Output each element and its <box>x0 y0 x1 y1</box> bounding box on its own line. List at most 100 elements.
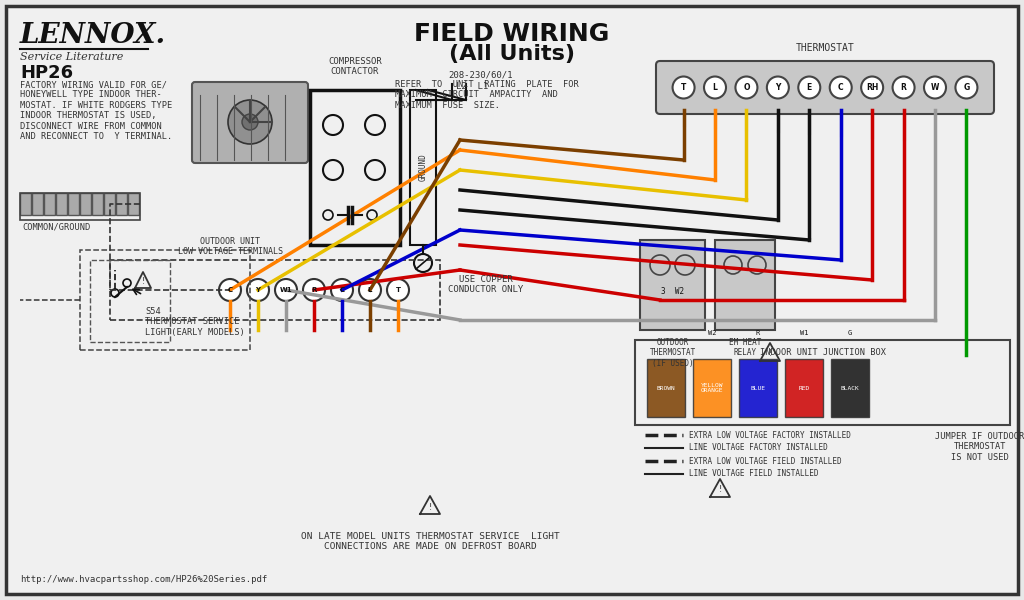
Text: S54
THERMOSTAT SERVICE
LIGHT(EARLY MODELS): S54 THERMOSTAT SERVICE LIGHT(EARLY MODEL… <box>145 307 245 337</box>
Circle shape <box>705 76 726 98</box>
Text: W: W <box>931 83 939 92</box>
Text: R: R <box>901 83 906 92</box>
Text: Y: Y <box>256 287 260 293</box>
Text: OUTDOOR UNIT
LOW VOLTAGE TERMINALS: OUTDOOR UNIT LOW VOLTAGE TERMINALS <box>177 236 283 256</box>
Text: G: G <box>848 330 852 336</box>
Circle shape <box>767 76 788 98</box>
Text: BLUE: BLUE <box>751 385 766 391</box>
Bar <box>80 193 91 215</box>
Text: http://www.hvacpartsshop.com/HP26%20Series.pdf: http://www.hvacpartsshop.com/HP26%20Seri… <box>20 575 267 584</box>
Text: FIELD WIRING: FIELD WIRING <box>415 22 609 46</box>
Text: !: ! <box>141 277 144 286</box>
Bar <box>310 90 400 245</box>
Text: LENNOX.: LENNOX. <box>20 22 166 49</box>
Bar <box>104 193 115 215</box>
Text: L: L <box>713 83 718 92</box>
Text: !: ! <box>719 485 722 494</box>
Text: !: ! <box>768 349 772 358</box>
Bar <box>20 193 140 220</box>
Text: EXTRA LOW VOLTAGE FIELD INSTALLED: EXTRA LOW VOLTAGE FIELD INSTALLED <box>689 457 842 466</box>
Circle shape <box>275 279 297 301</box>
Circle shape <box>829 76 852 98</box>
Text: T: T <box>395 287 400 293</box>
Bar <box>635 340 1010 425</box>
Text: C: C <box>838 83 844 92</box>
Text: REFER  TO  UNIT  RATING  PLATE  FOR
MAXIMUM  CIRCUIT  AMPACITY  AND
MAXIMUM  FUS: REFER TO UNIT RATING PLATE FOR MAXIMUM C… <box>395 80 579 110</box>
Text: Y: Y <box>775 83 780 92</box>
Text: HP26: HP26 <box>20 64 73 82</box>
Circle shape <box>924 76 946 98</box>
Text: !: ! <box>428 503 432 511</box>
Text: 3  W2: 3 W2 <box>660 287 684 296</box>
Bar <box>110 260 440 320</box>
Text: (All Units): (All Units) <box>449 44 575 64</box>
Bar <box>80 250 250 350</box>
Text: OUTDOOR
THERMOSTAT
(IF USED): OUTDOOR THERMOSTAT (IF USED) <box>649 338 695 368</box>
Text: 208-230/60/1: 208-230/60/1 <box>449 70 512 79</box>
Bar <box>116 193 127 215</box>
Bar <box>739 359 777 417</box>
Circle shape <box>247 279 269 301</box>
Text: RH: RH <box>866 83 879 92</box>
Circle shape <box>219 279 241 301</box>
Circle shape <box>242 114 258 130</box>
Text: O: O <box>743 83 750 92</box>
Bar <box>92 193 103 215</box>
Bar <box>20 193 31 215</box>
Bar <box>640 240 705 330</box>
Text: EXTRA LOW VOLTAGE FACTORY INSTALLED: EXTRA LOW VOLTAGE FACTORY INSTALLED <box>689 431 851 439</box>
Bar <box>410 90 436 245</box>
Text: G: G <box>964 83 970 92</box>
Bar <box>32 193 43 215</box>
Text: COMPRESSOR
CONTACTOR: COMPRESSOR CONTACTOR <box>328 56 382 76</box>
Bar <box>90 260 170 342</box>
Circle shape <box>955 76 978 98</box>
Circle shape <box>735 76 758 98</box>
Text: T: T <box>681 83 686 92</box>
Text: JUMPER IF OUTDOOR
THERMOSTAT
IS NOT USED: JUMPER IF OUTDOOR THERMOSTAT IS NOT USED <box>935 432 1024 462</box>
Text: L: L <box>368 287 372 293</box>
Text: RED: RED <box>799 385 810 391</box>
Circle shape <box>861 76 883 98</box>
Text: LINE VOLTAGE FACTORY INSTALLED: LINE VOLTAGE FACTORY INSTALLED <box>689 443 827 452</box>
Text: W1: W1 <box>280 287 292 293</box>
Text: BROWN: BROWN <box>656 385 676 391</box>
Text: THERMOSTAT: THERMOSTAT <box>796 43 854 53</box>
Text: C: C <box>227 287 232 293</box>
FancyBboxPatch shape <box>193 82 308 163</box>
Circle shape <box>303 279 325 301</box>
Text: R: R <box>311 287 316 293</box>
Text: USE COPPER
CONDUCTOR ONLY: USE COPPER CONDUCTOR ONLY <box>449 275 523 295</box>
Circle shape <box>228 100 272 144</box>
Text: COMMON/GROUND: COMMON/GROUND <box>22 223 90 232</box>
Text: R: R <box>756 330 760 336</box>
Circle shape <box>331 279 353 301</box>
Bar <box>56 193 67 215</box>
Text: GROUND: GROUND <box>419 154 427 181</box>
FancyBboxPatch shape <box>656 61 994 114</box>
Text: L2  L1: L2 L1 <box>456 82 488 91</box>
Bar <box>785 359 823 417</box>
Text: C: C <box>339 287 344 293</box>
Bar <box>44 193 55 215</box>
Bar <box>715 240 775 330</box>
Bar <box>693 359 731 417</box>
Text: INDOOR UNIT JUNCTION BOX: INDOOR UNIT JUNCTION BOX <box>760 348 886 357</box>
Circle shape <box>673 76 694 98</box>
Circle shape <box>359 279 381 301</box>
Text: YELLOW
ORANGE: YELLOW ORANGE <box>700 383 723 394</box>
Text: Service Literature: Service Literature <box>20 52 123 62</box>
Circle shape <box>799 76 820 98</box>
Bar <box>831 359 869 417</box>
Bar <box>647 359 685 417</box>
Bar <box>128 193 139 215</box>
Text: E: E <box>807 83 812 92</box>
Text: BLACK: BLACK <box>841 385 859 391</box>
Bar <box>68 193 79 215</box>
Text: W1: W1 <box>800 330 808 336</box>
Text: FACTORY WIRING VALID FOR GE/
HONEYWELL TYPE INDOOR THER-
MOSTAT. IF WHITE RODGER: FACTORY WIRING VALID FOR GE/ HONEYWELL T… <box>20 80 172 141</box>
Text: ON LATE MODEL UNITS THERMOSTAT SERVICE  LIGHT
CONNECTIONS ARE MADE ON DEFROST BO: ON LATE MODEL UNITS THERMOSTAT SERVICE L… <box>301 532 559 551</box>
Text: EM HEAT
RELAY: EM HEAT RELAY <box>729 338 761 358</box>
Text: W2: W2 <box>708 330 716 336</box>
Circle shape <box>893 76 914 98</box>
